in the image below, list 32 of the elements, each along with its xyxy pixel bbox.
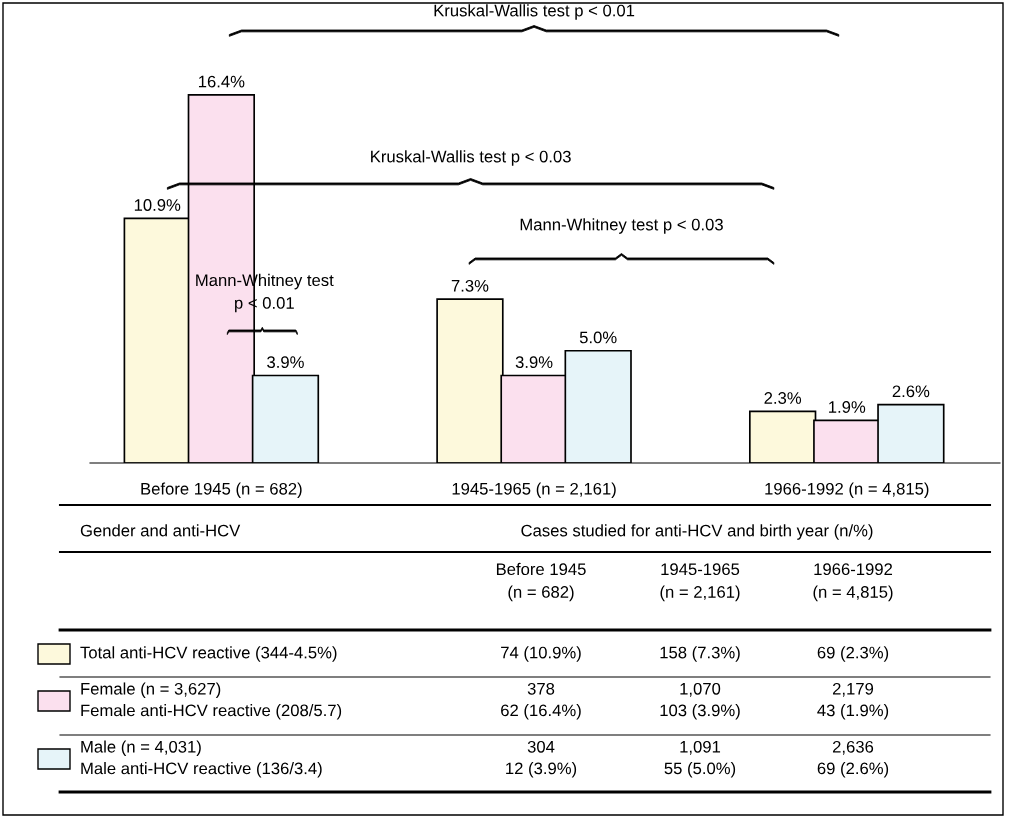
data-label: 3.9% (267, 356, 304, 369)
text: 1966-1992 (n = 4,815) (813, 563, 893, 602)
annotation: Kruskal-Wallis test p < 0.03 (371, 150, 571, 166)
data-label: 10.9% (134, 199, 181, 211)
x-tick-label: Before 1945 (n = 682) (141, 482, 302, 498)
legend-label: Female (n = 3,627) Female anti-HCV reactive (208/5.7) (81, 682, 342, 720)
text: Kruskal-Wallis test p < 0.01 (434, 4, 635, 20)
annotation: Mann-Whitney test p < 0.03 (520, 218, 723, 234)
text: Before 1945 (n = 682) (496, 562, 586, 602)
text: 304 12 (3.9%) (506, 740, 577, 778)
data-label: 3.9% (515, 356, 553, 369)
text: 2,179 43 (1.9%) (817, 682, 889, 720)
text: 74 (10.9%) (501, 646, 581, 662)
text: 1,070 103 (3.9%) (660, 682, 740, 720)
legend-label: Total anti-HCV reactive (344-4.5%) (80, 646, 337, 662)
text: 69 (2.3%) (817, 646, 889, 662)
text: Gender and anti-HCV (80, 524, 241, 537)
text: 158 (7.3%) (660, 646, 740, 662)
x-tick-label: 1966-1992 (n = 4,815) (765, 482, 929, 498)
text: 2,636 69 (2.6%) (817, 740, 889, 778)
text: Cases studied for anti-HCV and birth year (n/%) (521, 524, 873, 540)
data-label: 1.9% (829, 401, 866, 413)
x-tick-label: 1945-1965 (n = 2,161) (452, 482, 616, 498)
text: 1945-1965 (n = 2,161) (660, 563, 740, 602)
text: 378 62 (16.4%) (501, 682, 581, 720)
text: 1,091 55 (5.0%) (664, 740, 736, 778)
data-label: 5.0% (579, 331, 617, 344)
legend-label: Male (n = 4,031) Male anti-HCV reactive (136/3.4) (81, 740, 322, 778)
data-label: 16.4% (198, 75, 245, 88)
data-label: 2.6% (892, 385, 930, 398)
data-label: 7.3% (451, 279, 489, 292)
data-label: 2.3% (764, 392, 802, 404)
